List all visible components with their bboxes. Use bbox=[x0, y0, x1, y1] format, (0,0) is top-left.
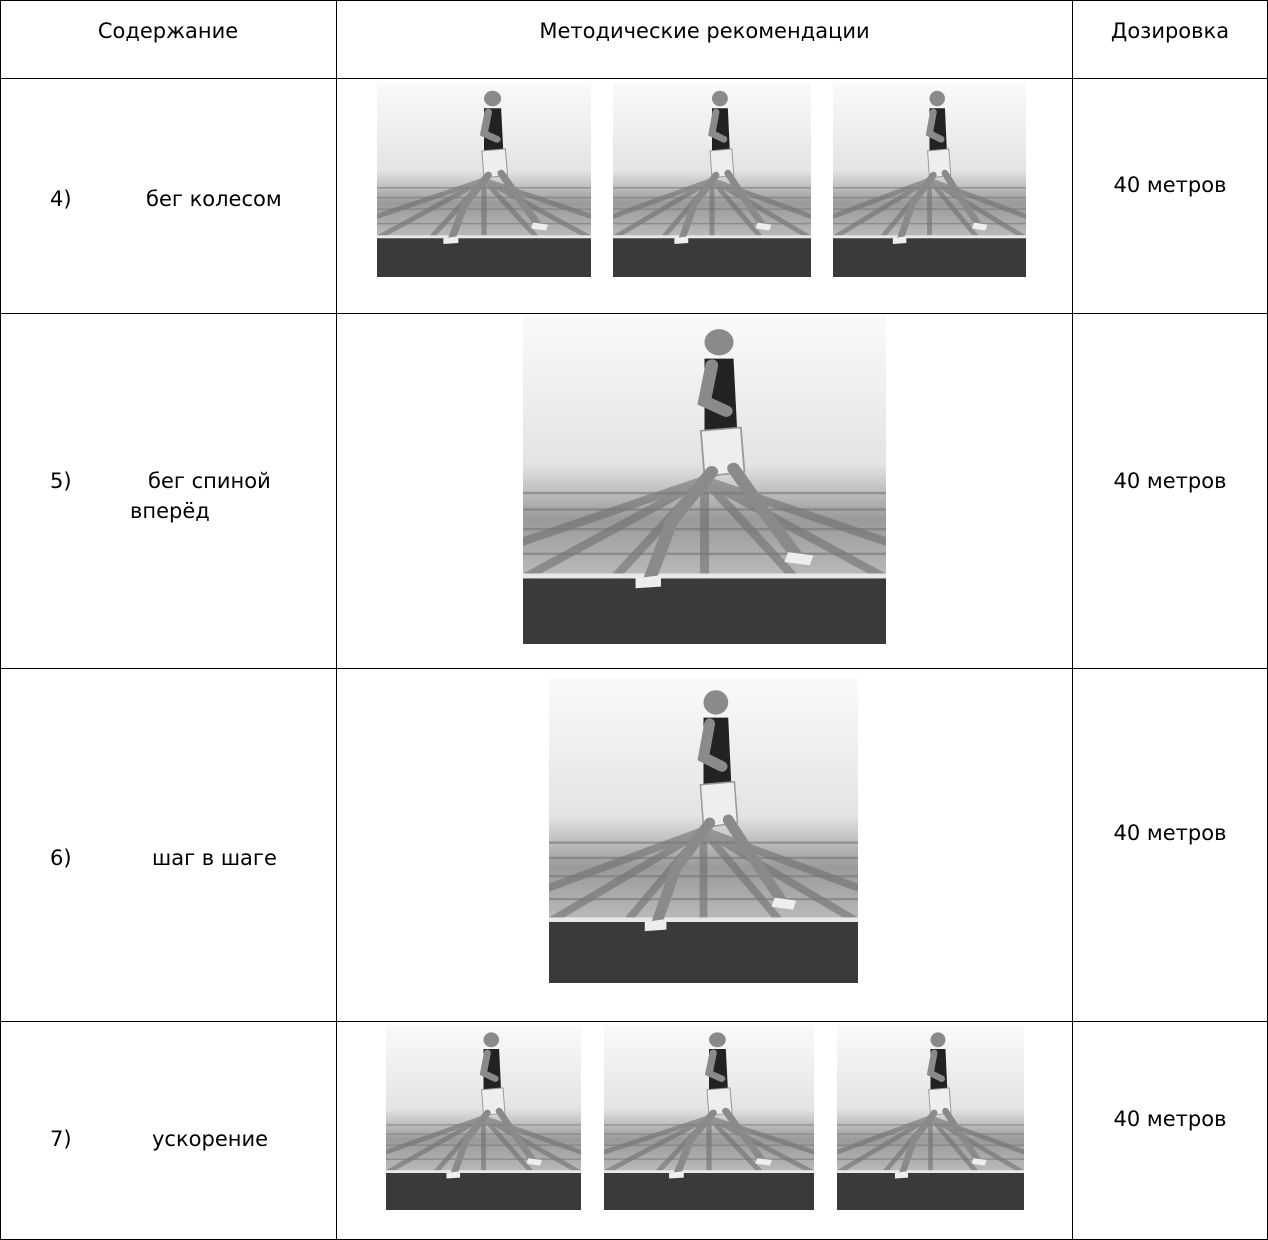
row-divider bbox=[0, 668, 1268, 669]
illustration bbox=[613, 83, 811, 277]
illustration bbox=[833, 83, 1026, 277]
row-number: 7) bbox=[50, 1127, 72, 1151]
dosage: 40 метров bbox=[1113, 469, 1227, 493]
column-divider bbox=[1072, 0, 1073, 1240]
illustration bbox=[604, 1025, 814, 1210]
row-content: шаг в шаге bbox=[152, 846, 277, 870]
dosage: 40 метров bbox=[1113, 173, 1227, 197]
illustration bbox=[377, 83, 591, 277]
table-border bbox=[0, 0, 1268, 1]
table-border bbox=[0, 0, 1, 1240]
header-cell: Дозировка bbox=[1110, 19, 1230, 43]
row-number: 4) bbox=[50, 187, 72, 211]
dosage: 40 метров bbox=[1113, 821, 1227, 845]
row-content: бег колесом bbox=[146, 187, 282, 211]
row-divider bbox=[0, 313, 1268, 314]
illustration bbox=[386, 1025, 581, 1210]
illustration bbox=[549, 678, 858, 983]
row-content: бег спиной вперёд bbox=[130, 469, 271, 523]
row-number: 6) bbox=[50, 846, 72, 870]
row-divider bbox=[0, 78, 1268, 79]
column-divider bbox=[336, 0, 337, 1240]
row-content: ускорение bbox=[152, 1127, 269, 1151]
header-cell: Содержание bbox=[97, 19, 239, 43]
dosage: 40 метров bbox=[1113, 1107, 1227, 1131]
header-cell: Методические рекомендации bbox=[539, 19, 870, 43]
illustration bbox=[837, 1025, 1024, 1210]
row-divider bbox=[0, 1021, 1268, 1022]
illustration bbox=[523, 316, 886, 644]
row-number: 5) bbox=[50, 469, 72, 493]
